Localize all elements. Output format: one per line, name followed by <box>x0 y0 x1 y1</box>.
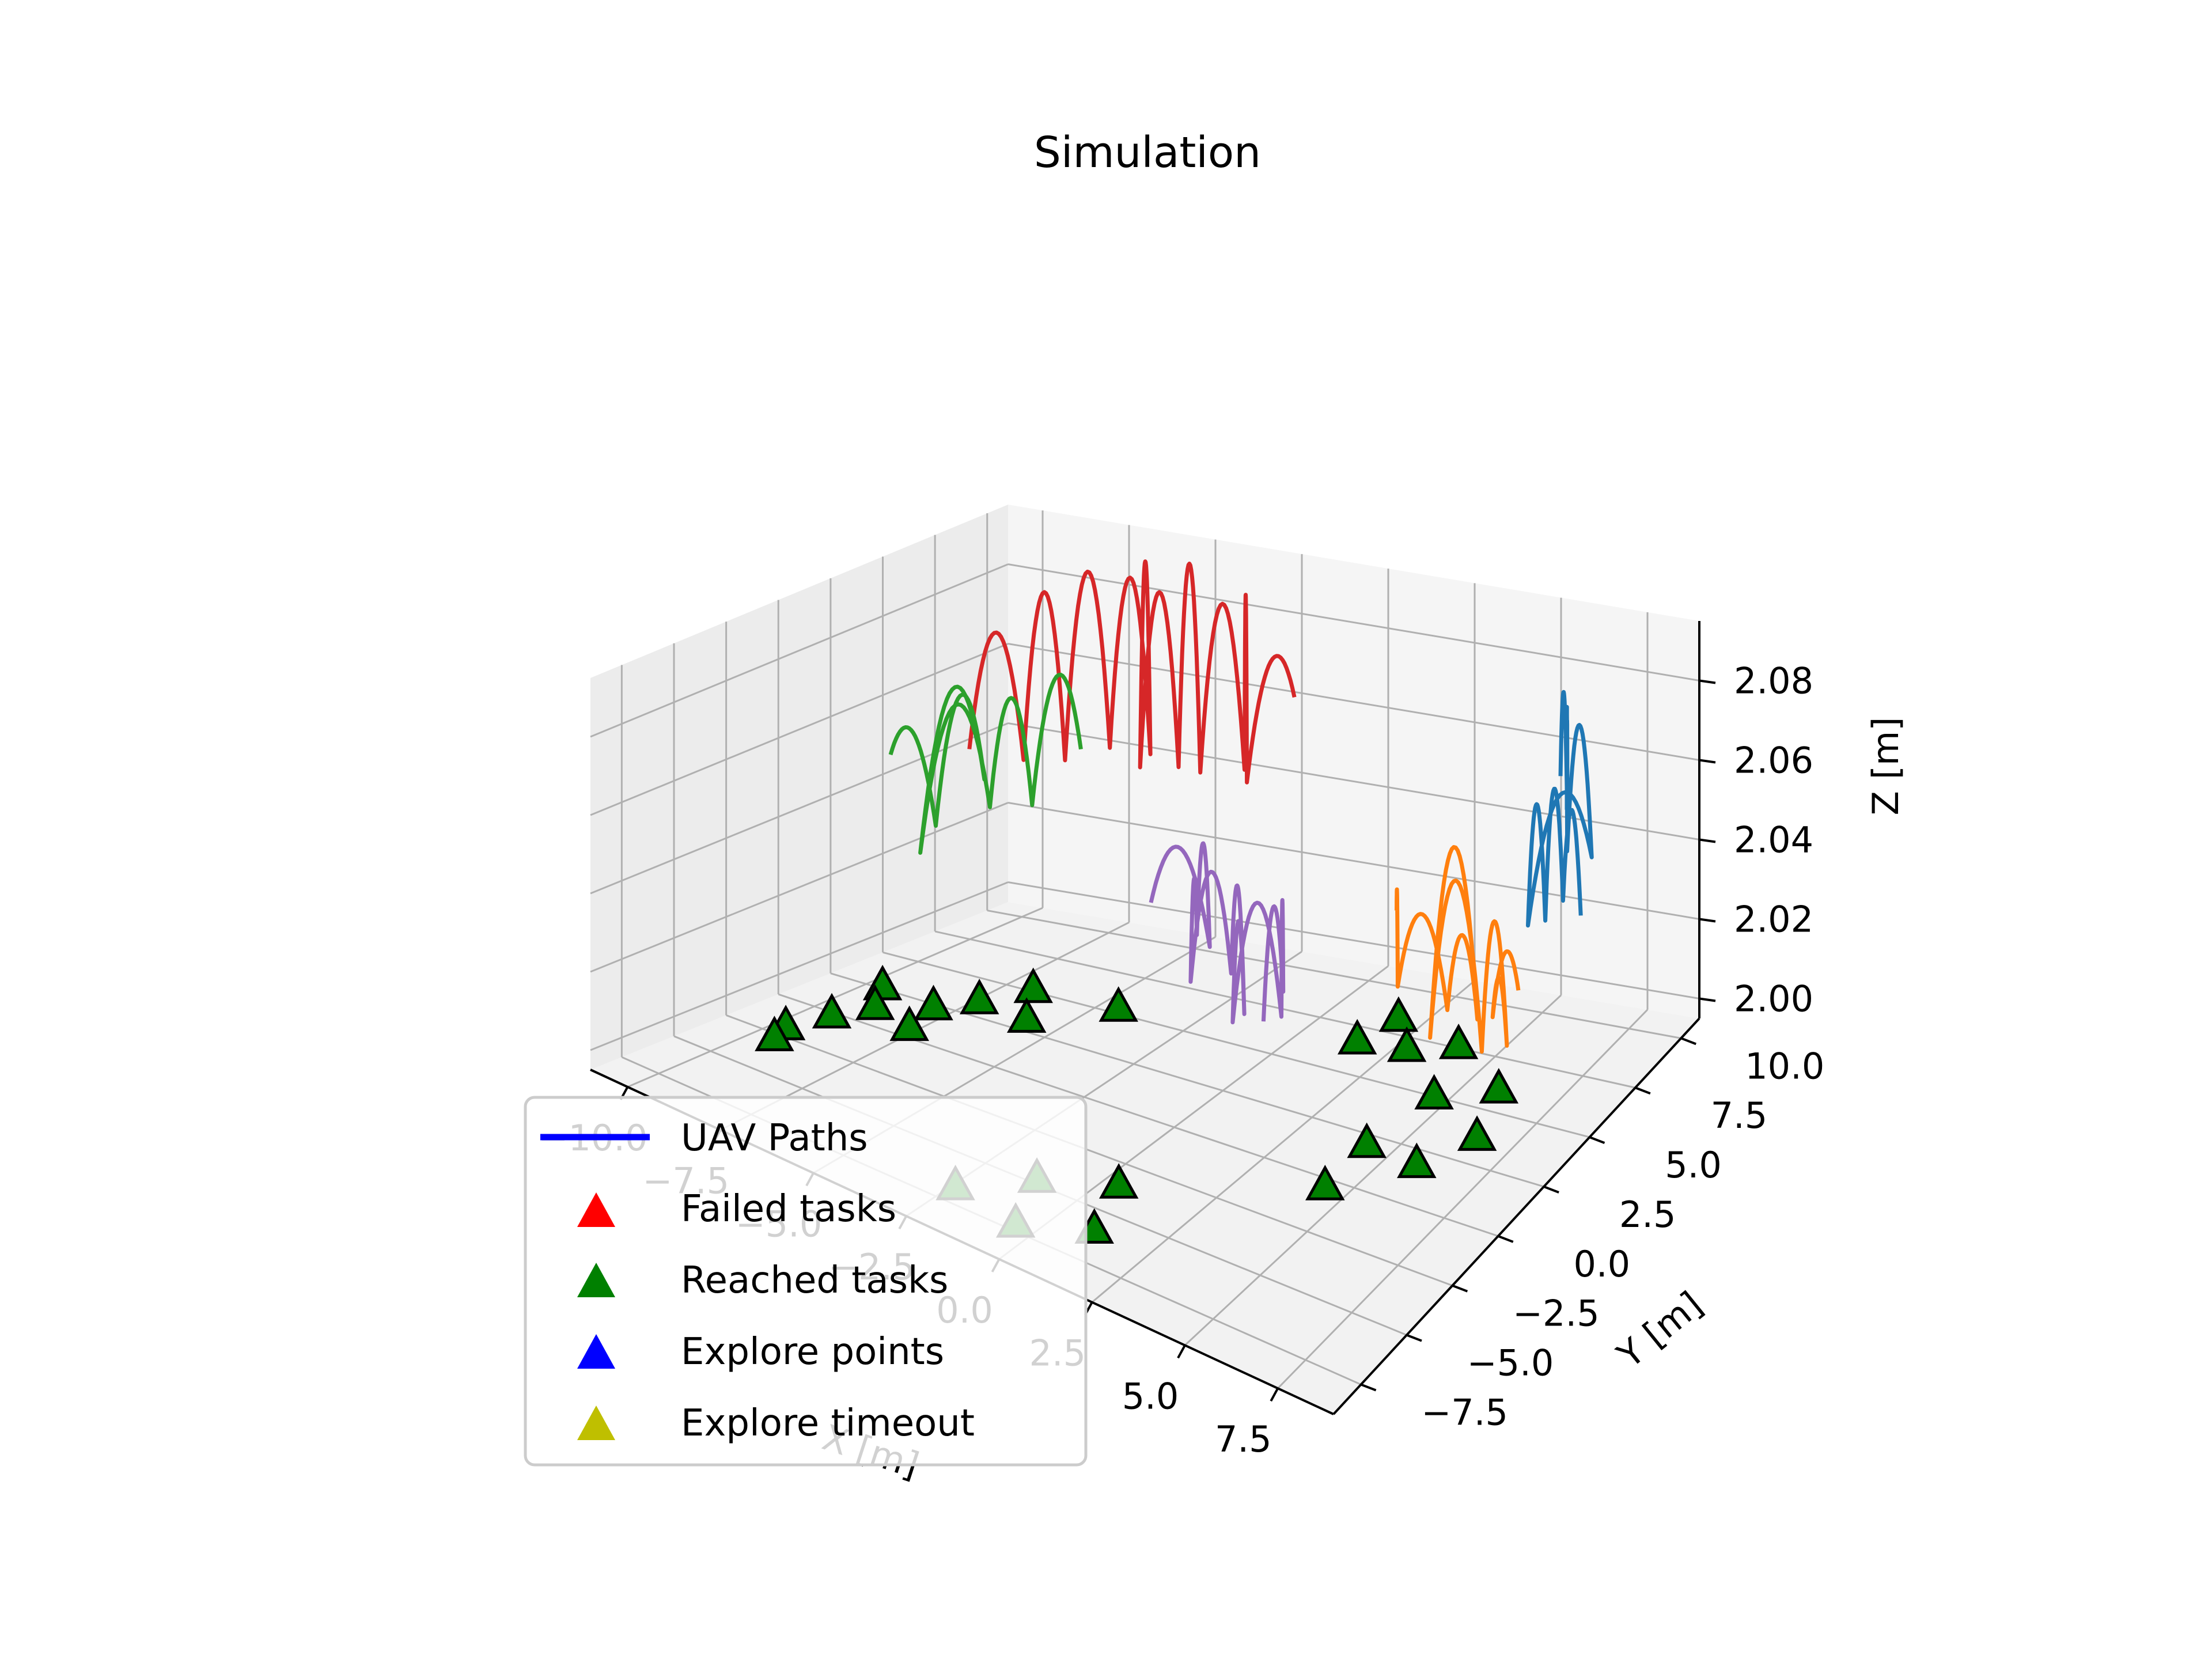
reached-task-marker <box>1013 967 1053 1003</box>
axes-grid <box>590 510 1700 1389</box>
legend-triangle-timeout <box>577 1406 615 1440</box>
legend-triangle-failed <box>577 1192 615 1227</box>
z-axis-label: Z [m] <box>1865 717 1907 816</box>
y-tick-label: 2.5 <box>1619 1194 1676 1236</box>
y-tick-mark <box>1498 1234 1514 1243</box>
floor-pane <box>590 902 1699 1414</box>
grid-line-y-floor <box>987 910 1681 1039</box>
grid-line-x-floor <box>1277 1009 1649 1389</box>
reached-task-marker <box>889 1005 929 1041</box>
y-tick-mark <box>1452 1284 1468 1293</box>
y-axis-line <box>1332 1017 1700 1415</box>
uav-path-5 <box>1395 845 1521 1054</box>
y-tick-mark <box>1360 1383 1377 1392</box>
grid-line-z-back <box>1007 802 1700 920</box>
y-tick-mark <box>1589 1136 1605 1144</box>
legend-label-failed-tasks: Failed tasks <box>681 1188 896 1230</box>
grid-line-z-left <box>590 643 1009 816</box>
legend-label-uav-paths: UAV Paths <box>681 1117 868 1160</box>
z-tick-label: 2.04 <box>1734 819 1813 861</box>
reached-task-marker <box>1457 1115 1497 1151</box>
legend-box <box>524 1096 1088 1467</box>
reached-task-marker <box>855 984 895 1020</box>
grid-line-y-floor <box>934 930 1636 1089</box>
reached-task-marker <box>1414 1074 1454 1109</box>
grid-line-x-floor <box>1184 994 1562 1346</box>
reached-task-marker <box>1387 1026 1427 1062</box>
z-tick-label: 2.08 <box>1734 660 1813 702</box>
uav-path-3 <box>1149 841 1286 1025</box>
x-tick-mark <box>1270 1388 1279 1402</box>
z-tick-label: 2.06 <box>1734 740 1813 782</box>
y-tick-mark <box>1680 1037 1696 1046</box>
x-tick-mark <box>1177 1344 1186 1359</box>
reached-task-marker <box>755 1016 794 1051</box>
left-pane <box>590 505 1008 1070</box>
uav-path-1 <box>967 559 1297 785</box>
reached-task-marker <box>1438 1023 1479 1059</box>
grid-line-y-floor <box>726 1014 1453 1287</box>
reached-task-marker <box>914 984 953 1021</box>
legend: UAV Paths Failed tasks Reached tasks Exp… <box>524 1096 1088 1467</box>
x-tick-label: 7.5 <box>1215 1418 1272 1460</box>
legend-triangle-reached <box>577 1263 615 1297</box>
y-tick-mark <box>1406 1334 1422 1342</box>
z-tick-label: 2.00 <box>1734 978 1813 1020</box>
reached-task-marker <box>1099 1163 1139 1199</box>
y-tick-label: −2.5 <box>1513 1293 1600 1335</box>
grid-line-z-back <box>1007 881 1700 999</box>
reached-task-marker <box>959 979 999 1014</box>
y-tick-mark <box>1635 1086 1651 1095</box>
z-tick-mark <box>1699 679 1716 684</box>
reached-task-marker <box>1397 1142 1437 1179</box>
y-tick-label: −5.0 <box>1467 1342 1554 1384</box>
grid-line-y-floor <box>830 972 1544 1188</box>
y-tick-mark <box>1543 1185 1559 1194</box>
grid-line-y-floor <box>882 951 1590 1138</box>
legend-label-explore-points: Explore points <box>681 1331 944 1373</box>
reached-task-marker <box>1347 1122 1387 1158</box>
y-tick-label: −7.5 <box>1421 1391 1508 1433</box>
reached-task-marker <box>812 993 852 1029</box>
z-tick-mark <box>1699 838 1716 843</box>
reached-task-marker <box>1479 1067 1519 1104</box>
chart-title: Simulation <box>1034 128 1261 177</box>
y-tick-label: 0.0 <box>1573 1243 1630 1285</box>
y-axis-label: Y [m] <box>1609 1283 1710 1377</box>
z-tick-mark <box>1699 918 1716 923</box>
grid-line-z-back <box>1007 563 1700 681</box>
grid-line-x-floor <box>720 922 1130 1131</box>
grid-line-z-left <box>590 563 1009 738</box>
reached-task-marker <box>1006 997 1047 1033</box>
z-tick-mark <box>1699 759 1716 764</box>
grid-line-x-floor <box>627 907 1043 1088</box>
y-tick-label: 7.5 <box>1711 1094 1768 1137</box>
reached-task-marker <box>1378 996 1419 1032</box>
reached-task-marker <box>1337 1018 1377 1055</box>
uav-path-2 <box>888 672 1083 855</box>
legend-label-explore-timeout: Explore timeout <box>681 1402 975 1445</box>
x-tick-label: 5.0 <box>1122 1375 1179 1417</box>
grid-line-z-left <box>590 802 1009 973</box>
legend-label-reached-tasks: Reached tasks <box>681 1259 948 1302</box>
uav-path-4 <box>1526 690 1594 928</box>
z-tick-label: 2.02 <box>1734 899 1813 941</box>
reached-task-marker <box>1305 1165 1345 1200</box>
z-tick-mark <box>1699 997 1716 1002</box>
reached-task-marker <box>1099 986 1138 1022</box>
legend-triangle-explore <box>577 1334 615 1369</box>
y-tick-label: 5.0 <box>1665 1144 1722 1186</box>
uav-paths <box>888 559 1594 1054</box>
grid-line-z-left <box>590 881 1009 1051</box>
y-tick-label: 10.0 <box>1745 1045 1824 1087</box>
